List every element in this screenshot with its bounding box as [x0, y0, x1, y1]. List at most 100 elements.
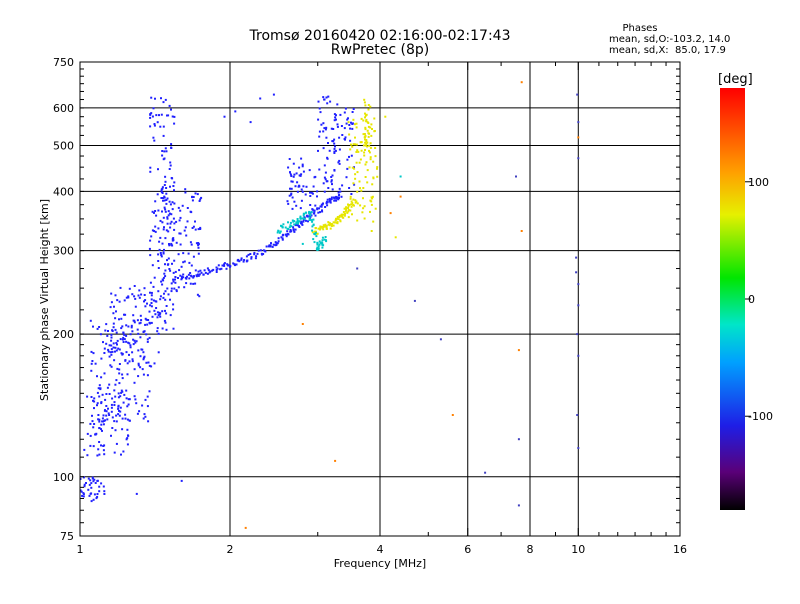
data-point	[99, 387, 102, 390]
data-point	[353, 183, 356, 186]
data-point	[157, 351, 160, 354]
data-point	[160, 97, 162, 100]
data-point	[309, 195, 312, 197]
data-point	[161, 242, 164, 245]
data-point	[321, 236, 324, 239]
data-point	[170, 108, 172, 111]
data-point	[102, 485, 105, 488]
data-point	[159, 315, 162, 318]
data-point	[298, 220, 301, 223]
data-point	[276, 242, 278, 245]
data-point	[88, 494, 91, 497]
data-point	[170, 282, 173, 285]
data-point	[355, 200, 358, 203]
data-point	[112, 326, 115, 329]
data-point	[109, 351, 112, 354]
data-point	[197, 242, 200, 244]
data-point	[133, 285, 136, 287]
data-point	[223, 115, 226, 118]
data-point	[314, 227, 317, 229]
data-point	[336, 197, 339, 200]
data-point	[294, 185, 297, 188]
data-point	[165, 312, 168, 315]
data-point	[376, 167, 378, 170]
data-point	[151, 210, 154, 213]
data-point	[131, 293, 134, 296]
data-point	[102, 341, 104, 344]
data-point	[116, 367, 119, 370]
data-point	[272, 93, 275, 96]
data-point	[286, 200, 289, 203]
data-point	[92, 480, 95, 483]
data-point	[170, 287, 173, 290]
data-point	[326, 156, 329, 159]
data-point	[137, 332, 140, 335]
data-point	[188, 261, 191, 264]
data-point	[173, 122, 176, 125]
data-point	[177, 206, 180, 209]
data-point	[362, 197, 364, 200]
data-point	[110, 339, 113, 342]
data-point	[161, 186, 164, 189]
data-point	[149, 166, 152, 169]
data-point	[128, 398, 131, 401]
data-point	[96, 479, 99, 482]
data-point	[277, 240, 280, 243]
data-point	[363, 205, 366, 208]
data-point	[203, 269, 206, 272]
data-point	[108, 383, 111, 386]
data-point	[153, 362, 156, 365]
data-point	[142, 351, 145, 354]
data-point	[334, 116, 337, 119]
x-tick-label: 8	[527, 543, 534, 556]
data-point	[150, 291, 153, 294]
y-axis-label: Stationary phase Virtual Height [km]	[38, 199, 51, 401]
data-point	[333, 199, 336, 202]
data-point	[215, 269, 218, 271]
data-point	[115, 379, 118, 382]
data-point	[333, 113, 336, 116]
data-point	[110, 344, 113, 347]
data-point	[352, 108, 355, 110]
data-point	[296, 190, 299, 193]
data-point	[145, 361, 148, 364]
data-point	[289, 187, 291, 190]
data-point	[167, 214, 170, 217]
data-point	[91, 420, 94, 423]
data-point	[318, 207, 320, 210]
data-point	[335, 195, 338, 198]
data-point	[316, 208, 319, 211]
data-point	[349, 148, 352, 151]
data-point	[148, 364, 151, 367]
data-point	[157, 260, 160, 262]
data-point	[105, 410, 108, 413]
data-point	[172, 271, 175, 274]
data-point	[370, 203, 373, 206]
data-point	[126, 373, 129, 376]
data-point	[326, 204, 329, 207]
data-point	[173, 189, 175, 192]
data-point	[157, 332, 160, 335]
data-point	[290, 230, 293, 233]
data-point	[179, 209, 182, 212]
data-point	[299, 217, 302, 220]
data-point	[170, 290, 173, 293]
data-point	[322, 122, 325, 125]
data-point	[364, 128, 367, 131]
data-point	[322, 96, 325, 99]
data-point	[148, 390, 151, 393]
data-point	[334, 145, 336, 148]
data-point	[132, 343, 135, 346]
data-point	[172, 308, 175, 311]
data-point	[311, 192, 314, 195]
data-point	[323, 127, 326, 130]
data-point	[172, 239, 175, 242]
data-point	[313, 241, 316, 244]
data-point	[354, 123, 356, 126]
data-point	[107, 350, 110, 353]
data-point	[292, 229, 295, 232]
data-point	[122, 341, 125, 343]
data-point	[339, 113, 342, 116]
data-point	[223, 264, 226, 267]
data-point	[294, 228, 297, 231]
